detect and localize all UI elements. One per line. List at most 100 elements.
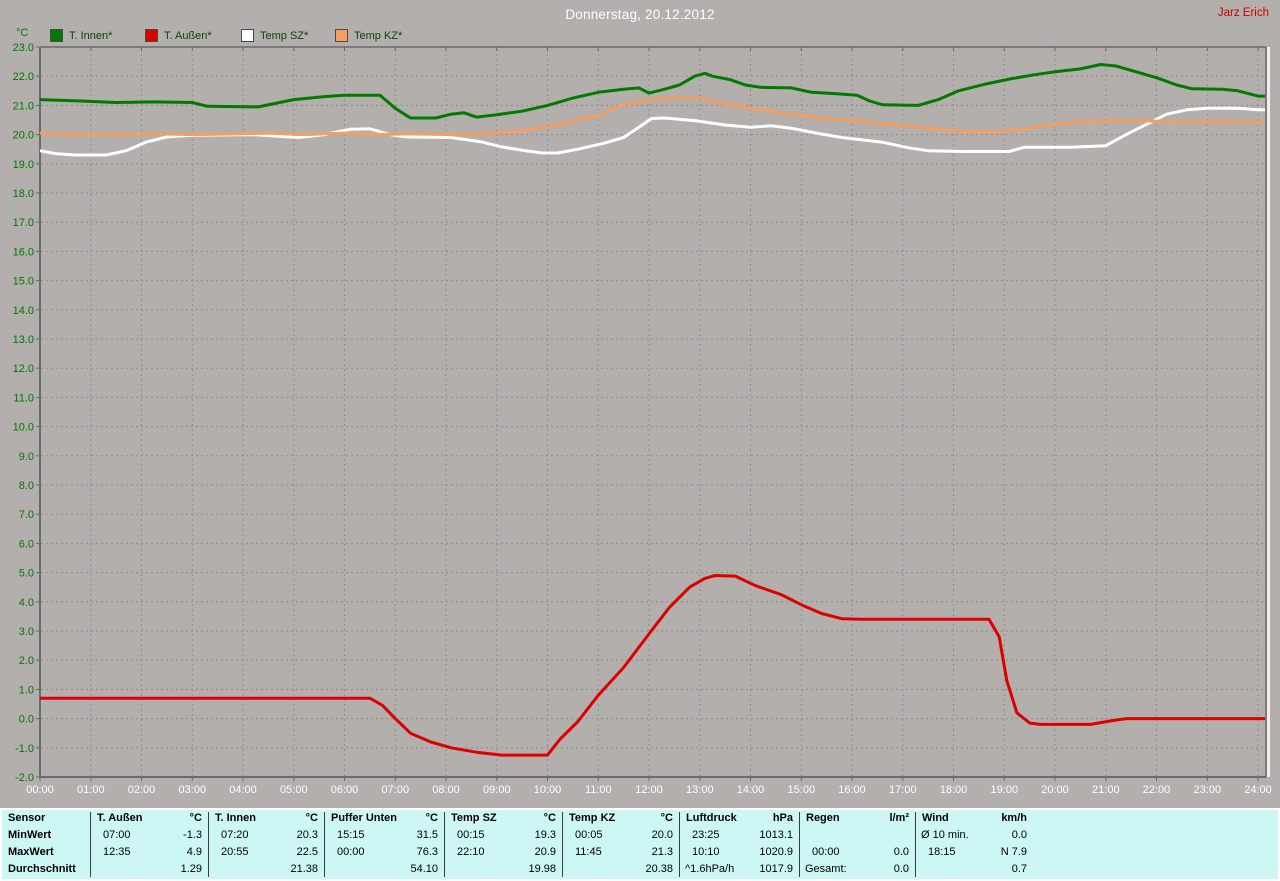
table-col-title: Temp SZ (451, 812, 497, 824)
y-tick-label: 17.0 (13, 217, 34, 229)
temperature-chart: 00:00 01:00 02:00 03:00 04:00 05:00 06:00 07:00… (13, 42, 1272, 796)
table-cell-value: 1017.9 (759, 863, 793, 875)
y-tick-label: 1.0 (19, 684, 34, 696)
y-tick-label: 9.0 (19, 451, 34, 463)
x-tick-label: 19:00 (991, 784, 1019, 796)
series-line-2 (40, 574, 1265, 757)
x-tick-labels: 00:00 01:00 02:00 03:00 04:00 05:00 06:00 07:00… (26, 784, 1272, 796)
table-cell-time: 15:15 (337, 829, 365, 841)
x-tick-label: 11:00 (585, 784, 612, 796)
table-cell-time: 12:35 (103, 846, 131, 858)
table-cell-value: 0.0 (1011, 829, 1027, 841)
y-axis-unit: °C (16, 27, 29, 39)
legend-item-4[interactable]: Temp KZ* (335, 29, 402, 42)
table-column-separator (799, 812, 800, 877)
x-tick-label: 02:00 (128, 784, 156, 796)
table-row-label: MinWert (8, 829, 52, 841)
y-tick-label: 16.0 (13, 246, 34, 258)
table-column-separator (444, 812, 445, 877)
table-cell-value: 19.3 (534, 829, 556, 841)
table-column-separator (679, 812, 680, 877)
page-title: Donnerstag, 20.12.2012 (565, 7, 715, 22)
table-cell-value: 21.3 (651, 846, 673, 858)
table-col-unit: °C (543, 812, 556, 824)
x-tick-label: 10:00 (534, 784, 562, 796)
series-line-4 (39, 96, 1265, 137)
table-column-separator (208, 812, 209, 877)
table-header-sensor: Sensor (8, 812, 46, 824)
x-tick-label: 15:00 (788, 784, 816, 796)
y-tick-label: 0.0 (19, 714, 34, 726)
legend-swatch-icon (241, 29, 254, 42)
table-cell-time: Gesamt: (805, 863, 847, 875)
y-tick-label: 4.0 (19, 597, 34, 609)
table-cell-value: 1.29 (180, 863, 202, 875)
x-tick-label: 16:00 (838, 784, 866, 796)
table-cell-time: 10:10 (692, 846, 720, 858)
y-tick-label: 19.0 (13, 159, 34, 171)
table-column-separator (562, 812, 563, 877)
table-cell-time: Ø 10 min. (921, 829, 969, 841)
y-tick-label: 7.0 (19, 509, 34, 521)
y-tick-labels: 23.0 22.0 21.0 20.0 19.0 18.0 17.0 16.0 15.0 14.0… (13, 42, 34, 784)
axis-layer (36, 46, 1270, 781)
legend-swatch-icon (335, 29, 348, 42)
x-tick-label: 13:00 (686, 784, 714, 796)
table-cell-value: 0.0 (893, 863, 909, 875)
x-tick-label: 04:00 (229, 784, 257, 796)
legend-label: Temp SZ* (260, 29, 309, 42)
x-tick-label: 00:00 (26, 784, 54, 796)
table-col-unit: l/m² (889, 812, 909, 824)
table-col-unit: °C (189, 812, 202, 824)
table-col-unit: km/h (1001, 812, 1027, 824)
table-col-title: Regen (806, 812, 840, 824)
table-cell-time: 00:15 (457, 829, 485, 841)
legend-label: Temp KZ* (354, 29, 403, 42)
table-cell-time: 00:00 (337, 846, 365, 858)
table-cell-value: 0.7 (1011, 863, 1027, 875)
table-col-unit: °C (425, 812, 438, 824)
y-tick-label: 6.0 (19, 538, 34, 550)
x-tick-label: 05:00 (280, 784, 308, 796)
y-tick-label: 12.0 (13, 363, 34, 375)
y-tick-label: 22.0 (13, 71, 34, 83)
table-cell-time: 20:55 (221, 846, 249, 858)
legend-label: T. Außen* (164, 29, 212, 42)
chart-legend: T. Innen* T. Außen* Temp SZ* Temp KZ* (0, 0, 1280, 44)
right-highlight-strip (1267, 47, 1270, 777)
table-cell-time: 23:25 (692, 829, 720, 841)
table-row-label: Durchschnitt (8, 863, 76, 875)
x-tick-label: 09:00 (483, 784, 511, 796)
legend-item-2[interactable]: T. Außen* (145, 29, 212, 42)
y-tick-label: 13.0 (13, 334, 34, 346)
x-tick-label: 22:00 (1143, 784, 1171, 796)
x-tick-label: 24:00 (1244, 784, 1272, 796)
x-tick-label: 06:00 (331, 784, 359, 796)
legend-swatch-icon (50, 29, 63, 42)
x-tick-label: 12:00 (635, 784, 663, 796)
y-tick-label: 15.0 (13, 276, 34, 288)
table-cell-value: 1020.9 (759, 846, 793, 858)
x-tick-label: 20:00 (1041, 784, 1069, 796)
x-tick-label: 21:00 (1092, 784, 1120, 796)
table-col-title: T. Außen (97, 812, 143, 824)
table-cell-value: N 7.9 (1000, 846, 1027, 858)
legend-item-3[interactable]: Temp SZ* (241, 29, 308, 42)
y-tick-label: 10.0 (13, 422, 34, 434)
x-tick-label: 07:00 (382, 784, 410, 796)
y-tick-label: 11.0 (13, 392, 34, 404)
table-cell-value: 20.3 (296, 829, 318, 841)
table-cell-value: 21.38 (290, 863, 318, 875)
y-tick-label: 3.0 (19, 626, 34, 638)
y-tick-label: 5.0 (19, 568, 34, 580)
y-tick-label: 23.0 (13, 42, 34, 54)
x-tick-label: 01:00 (77, 784, 105, 796)
legend-item-1[interactable]: T. Innen* (50, 29, 112, 42)
table-col-unit: hPa (772, 812, 793, 824)
table-cell-value: 31.5 (416, 829, 438, 841)
y-tick-label: 21.0 (13, 100, 34, 112)
x-tick-label: 08:00 (432, 784, 460, 796)
legend-label: T. Innen* (69, 29, 113, 42)
table-cell-value: 54.10 (410, 863, 438, 875)
table-cell-value: 1013.1 (759, 829, 793, 841)
